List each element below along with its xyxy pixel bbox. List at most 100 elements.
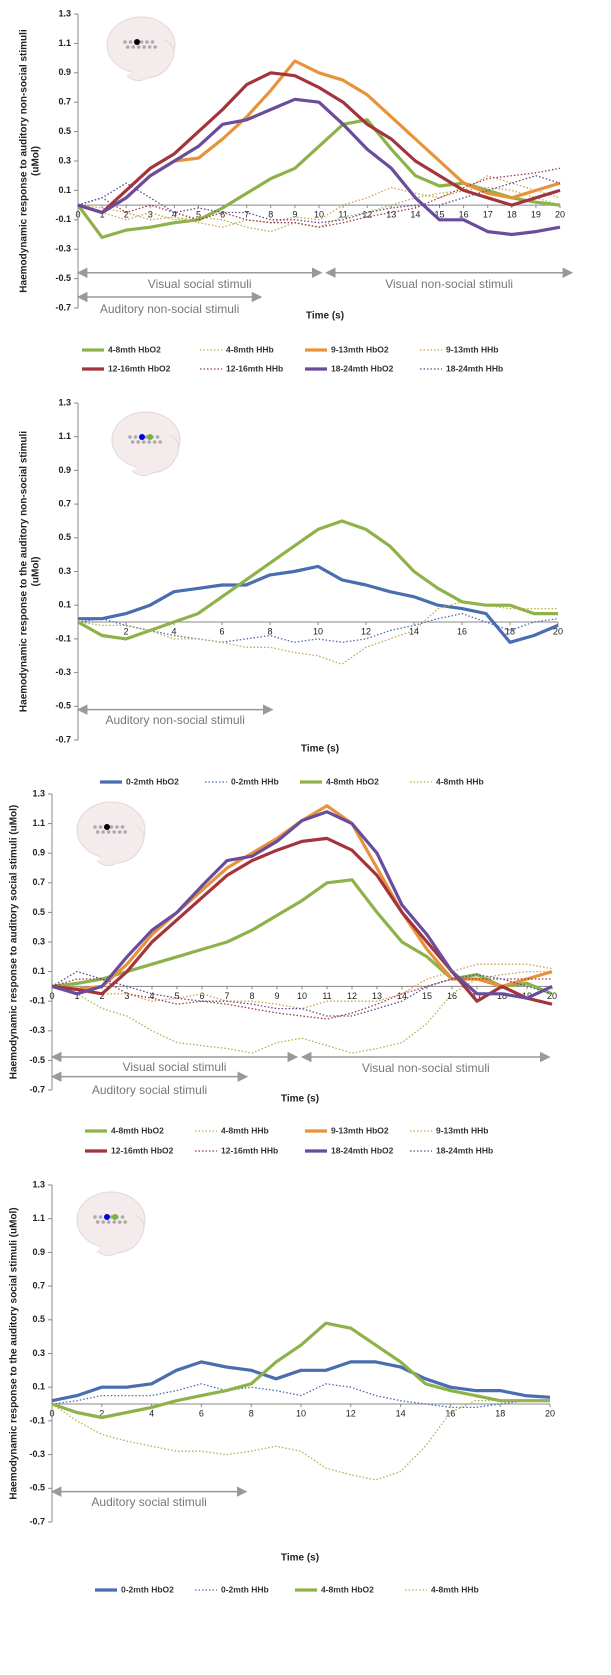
legend-label: 0-2mth HbO2 <box>126 776 179 786</box>
x-axis-title: Time (s) <box>281 1553 319 1564</box>
head-icon-dot <box>118 1220 122 1224</box>
x-tick-label: 14 <box>410 209 420 219</box>
probe-channel <box>112 1214 118 1220</box>
y-tick-label: 0.5 <box>32 907 45 917</box>
y-tick-label: -0.5 <box>29 1055 45 1065</box>
hhb-line <box>52 972 552 1053</box>
head-icon-dot <box>101 830 105 834</box>
x-tick-label: 12 <box>347 991 357 1001</box>
y-tick-label: -0.1 <box>55 214 71 224</box>
y-tick-label: 0.5 <box>58 126 71 136</box>
y-tick-label: -0.5 <box>55 701 71 711</box>
x-tick-label: 5 <box>174 991 179 1001</box>
x-tick-label: 6 <box>220 209 225 219</box>
legend-label: 0-2mth HHb <box>231 776 279 786</box>
x-axis-title: Time (s) <box>306 311 344 322</box>
head-icon-dot <box>99 825 103 829</box>
x-tick-label: 20 <box>555 209 565 219</box>
y-tick-label: 0.3 <box>32 936 45 946</box>
y-axis-title: Haemodynamic response to the auditory so… <box>9 1207 20 1499</box>
y-tick-label: 0.5 <box>58 532 71 542</box>
y-axis-title: Haemodynamic response to auditory non-so… <box>19 29 30 293</box>
head-icon-dot <box>121 1215 125 1219</box>
y-tick-label: 1.3 <box>32 788 45 798</box>
y-tick-label: -0.7 <box>55 734 71 744</box>
head-icon-dot <box>112 830 116 834</box>
head-icon-dot <box>123 830 127 834</box>
x-tick-label: 8 <box>268 209 273 219</box>
stimulus-label: Auditory non-social stimuli <box>100 302 239 316</box>
legend-label: 0-2mth HbO2 <box>121 1584 174 1594</box>
y-tick-label: 0.5 <box>32 1314 45 1324</box>
y-tick-label: 0.1 <box>58 600 71 610</box>
y-tick-label: 1.1 <box>58 38 71 48</box>
legend-label: 4-8mth HbO2 <box>108 344 161 354</box>
y-tick-label: 1.3 <box>58 8 71 18</box>
legend-label: 4-8mth HHb <box>221 1125 269 1135</box>
probe-channel <box>147 434 153 440</box>
x-tick-label: 18 <box>507 209 517 219</box>
legend-label: 9-13mth HHb <box>436 1125 488 1135</box>
head-icon-dot <box>153 45 157 49</box>
probe-channel <box>104 1214 110 1220</box>
x-tick-label: 10 <box>296 1408 306 1418</box>
stimulus-label: Auditory non-social stimuli <box>106 713 245 727</box>
legend-label: 18-24mth HbO2 <box>331 1145 394 1155</box>
stimulus-label: Auditory social stimuli <box>92 1083 207 1097</box>
x-tick-label: 6 <box>219 626 224 636</box>
y-axis-title: Haemodynamic response to the auditory no… <box>19 431 30 712</box>
legend-label: 9-13mth HbO2 <box>331 1125 389 1135</box>
legend-label: 4-8mth HHb <box>431 1584 479 1594</box>
head-icon-dot <box>96 1220 100 1224</box>
x-tick-label: 7 <box>224 991 229 1001</box>
x-tick-label: 12 <box>361 626 371 636</box>
head-icon-dot <box>131 440 135 444</box>
stimulus-label: Visual non-social stimuli <box>385 277 513 291</box>
figure: -0.7-0.5-0.3-0.10.10.30.50.70.91.11.3012… <box>0 0 611 1675</box>
head-icon-dot <box>110 825 114 829</box>
x-tick-label: 3 <box>148 209 153 219</box>
x-tick-label: 4 <box>149 1408 154 1418</box>
head-icon-dot <box>142 440 146 444</box>
page: Haemodynamic response charts html, body … <box>0 0 611 1675</box>
chart-panel: -0.7-0.5-0.3-0.10.10.30.50.70.91.11.3246… <box>19 397 563 786</box>
legend-label: 12-16mth HHb <box>221 1145 278 1155</box>
y-tick-label: 1.1 <box>58 431 71 441</box>
x-tick-label: 4 <box>149 991 154 1001</box>
head-icon-dot <box>107 1220 111 1224</box>
y-tick-label: 0.7 <box>32 877 45 887</box>
legend-label: 0-2mth HHb <box>221 1584 269 1594</box>
legend-label: 4-8mth HbO2 <box>326 776 379 786</box>
chart-panel: -0.7-0.5-0.3-0.10.10.30.50.70.91.11.3012… <box>19 8 572 373</box>
y-tick-label: 0.9 <box>32 848 45 858</box>
legend-label: 12-16mth HbO2 <box>111 1145 174 1155</box>
head-icon-dot <box>148 45 152 49</box>
head-icon-dot <box>123 40 127 44</box>
x-tick-label: 17 <box>483 209 493 219</box>
head-icon-dot <box>93 1215 97 1219</box>
x-tick-label: 18 <box>495 1408 505 1418</box>
y-tick-label: -0.5 <box>29 1483 45 1493</box>
y-tick-label: 1.3 <box>58 397 71 407</box>
x-tick-label: 4 <box>172 209 177 219</box>
y-tick-label: 0.7 <box>32 1280 45 1290</box>
x-tick-label: 10 <box>314 209 324 219</box>
legend-label: 4-8mth HHb <box>436 776 484 786</box>
y-tick-label: 1.3 <box>32 1179 45 1189</box>
y-tick-label: 0.3 <box>32 1348 45 1358</box>
x-tick-label: 16 <box>457 626 467 636</box>
x-tick-label: 2 <box>124 209 129 219</box>
x-tick-label: 10 <box>297 991 307 1001</box>
y-tick-label: 0.3 <box>58 155 71 165</box>
y-tick-label: 0.9 <box>32 1247 45 1257</box>
head-icon-dot <box>145 40 149 44</box>
head-icon-dot <box>134 435 138 439</box>
x-tick-label: 6 <box>199 991 204 1001</box>
x-tick-label: 13 <box>372 991 382 1001</box>
y-tick-label: -0.3 <box>55 244 71 254</box>
legend-label: 18-24mth HbO2 <box>331 363 394 373</box>
head-icon-dot <box>123 1220 127 1224</box>
hbo2-line <box>78 521 558 639</box>
legend-label: 4-8mth HHb <box>226 344 274 354</box>
